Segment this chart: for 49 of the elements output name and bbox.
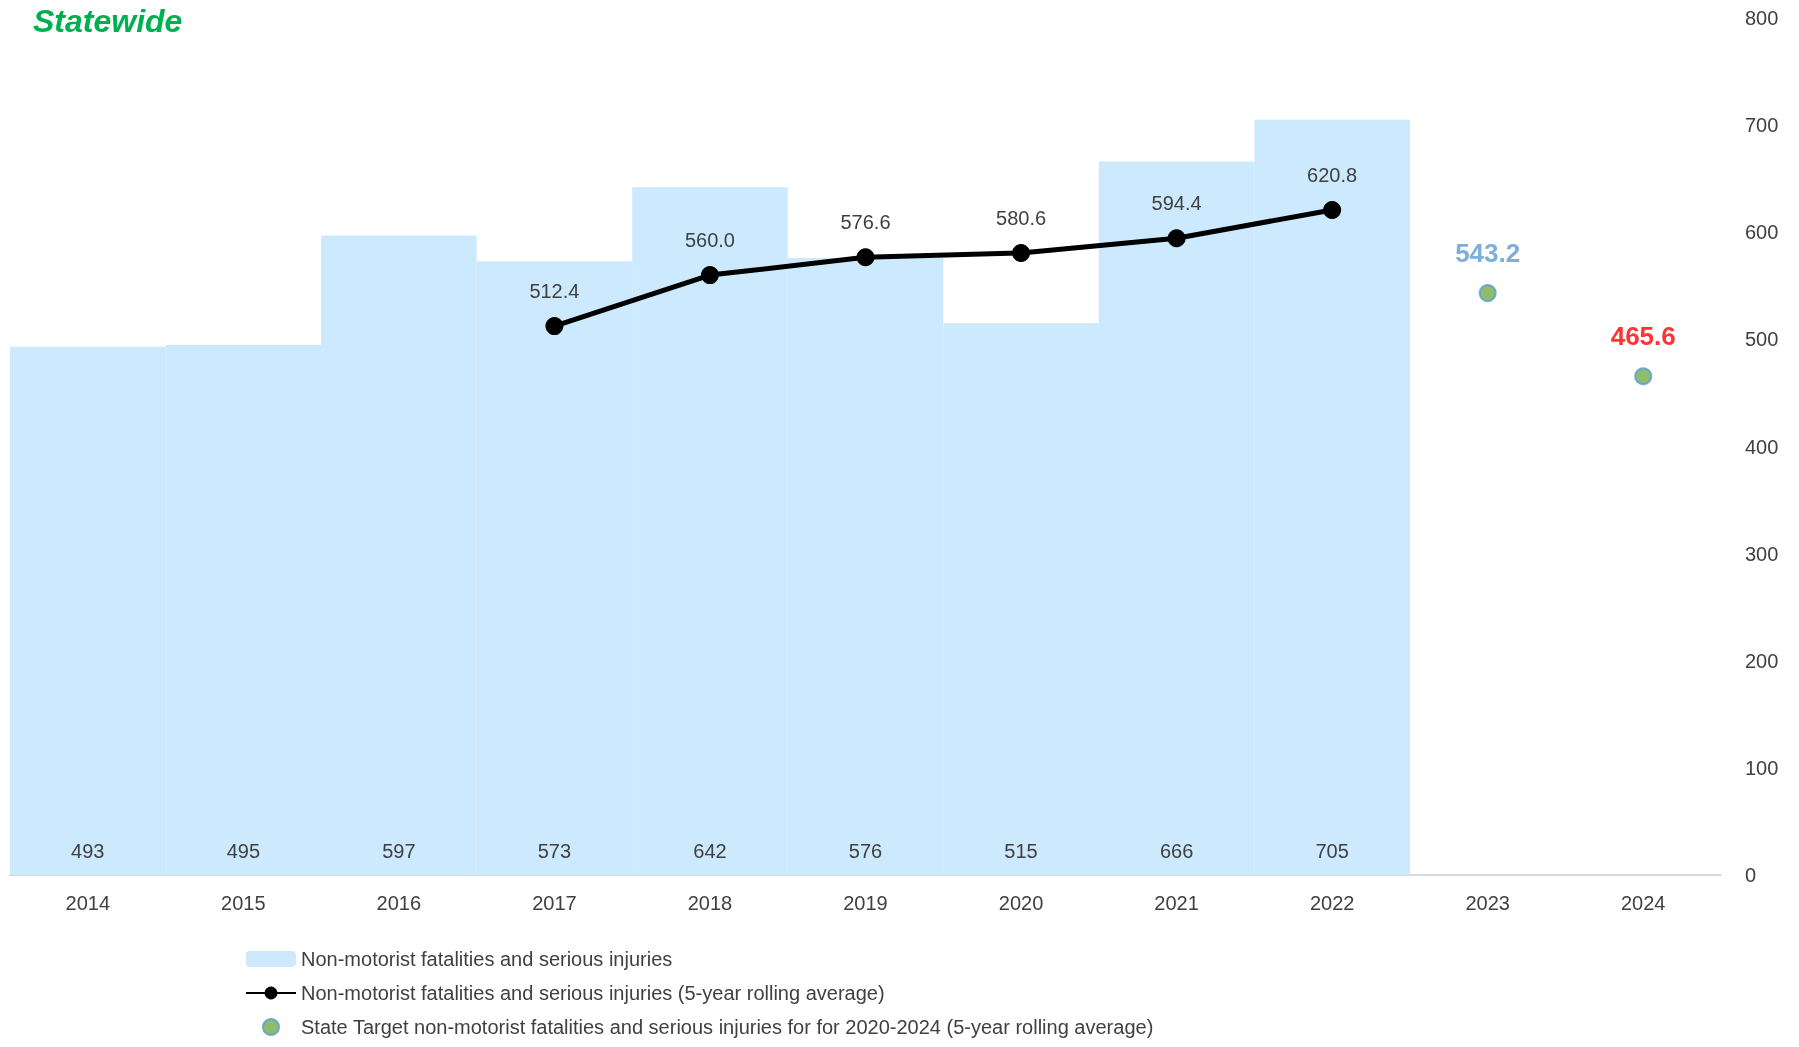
data-label: 560.0 [684, 229, 735, 252]
data-label: 594.4 [1151, 192, 1202, 215]
x-tick-label: 2014 [65, 892, 111, 914]
x-tick-label: 2021 [1154, 892, 1199, 914]
y-tick-label: 300 [1745, 542, 1779, 565]
point [1634, 367, 1653, 386]
data-label: 705 [1315, 840, 1349, 862]
y-tick-label: 400 [1745, 435, 1779, 458]
point [856, 248, 875, 267]
x-tick-label: 2015 [221, 892, 266, 914]
data-label: 493 [71, 840, 105, 862]
x-tick-label: 2024 [1620, 892, 1666, 914]
data-label: 465.6 [1610, 321, 1676, 352]
point [700, 266, 719, 285]
x-tick-label: 2016 [376, 892, 422, 914]
data-label: 580.6 [996, 207, 1047, 230]
data-label: 666 [1159, 840, 1194, 862]
point [1478, 284, 1497, 303]
x-tick-label: 2022 [1309, 892, 1355, 914]
chart-title: Statewide [33, 3, 183, 39]
data-label: 495 [226, 840, 261, 862]
point [1167, 229, 1186, 248]
x-tick-label: 2023 [1465, 892, 1510, 914]
x-tick-label: 2017 [532, 892, 577, 914]
point [545, 317, 564, 336]
y-tick-label: 800 [1745, 7, 1779, 29]
data-label: 642 [693, 840, 727, 862]
y-tick-label: 200 [1745, 649, 1779, 672]
y-tick-label: 600 [1745, 221, 1779, 244]
y-tick-label: 500 [1745, 328, 1779, 351]
data-label: 576 [848, 840, 883, 862]
data-label: 597 [382, 840, 416, 862]
data-label: 512.4 [529, 280, 580, 303]
data-label: 515 [1004, 840, 1038, 862]
data-label: 543.2 [1455, 238, 1521, 269]
legend-label: Non-motorist fatalities and serious injuries [301, 948, 673, 970]
y-tick-label: 100 [1745, 756, 1779, 779]
point [1012, 244, 1031, 263]
x-tick-label: 2018 [687, 892, 733, 914]
y-tick-label: 0 [1745, 864, 1757, 886]
x-tick-label: 2019 [843, 892, 888, 914]
y-tick-label: 700 [1745, 114, 1779, 137]
data-label: 573 [537, 840, 572, 862]
legend-label: Non-motorist fatalities and serious injuries (5-year rolling average) [301, 982, 885, 1004]
data-label: 576.6 [840, 211, 891, 234]
point [1323, 200, 1342, 219]
x-tick-label: 2020 [998, 892, 1044, 914]
legend-label: State Target non-motorist fatalities and serious injuries for for 2020-2024 (5-year rolling average) [301, 1016, 1154, 1038]
data-label: 620.8 [1307, 163, 1358, 186]
